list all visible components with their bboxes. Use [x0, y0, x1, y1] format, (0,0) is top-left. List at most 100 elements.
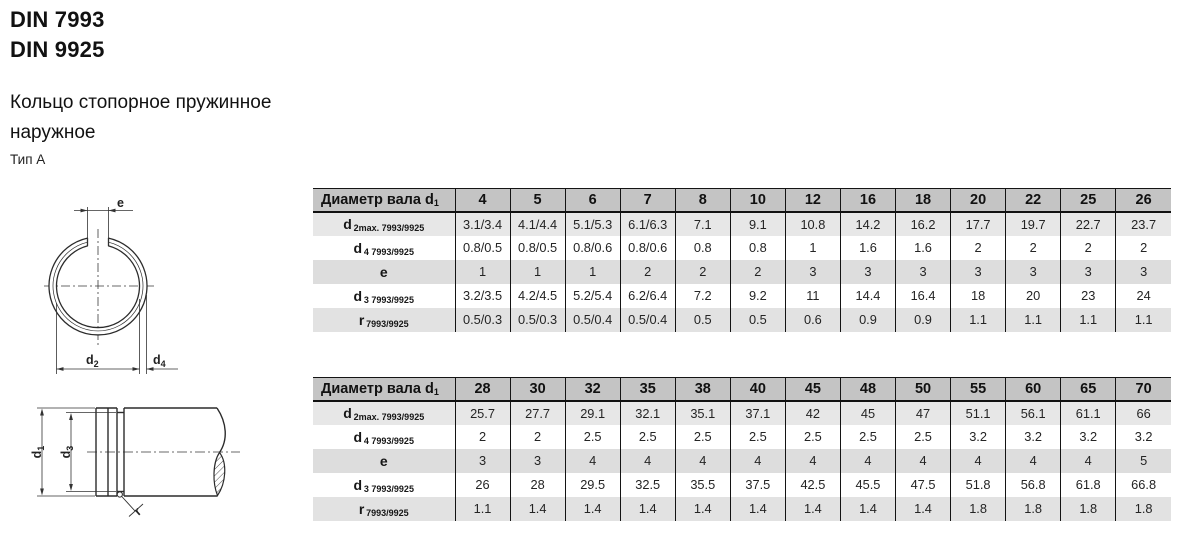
table-cell: 3 [895, 259, 952, 284]
table-cell: 51.8 [950, 472, 1007, 497]
table-cell: 2.5 [730, 424, 786, 449]
groove-radius-mark [116, 491, 123, 498]
table-cell: 1 [785, 235, 841, 260]
row-label: d 2max. 7993/9925 [313, 400, 456, 425]
table-cell: 1.4 [510, 496, 566, 521]
table-cell: 2 [730, 259, 786, 284]
table-cell: 2 [455, 424, 511, 449]
ring-mid-line [52, 241, 144, 332]
table-cell: 3.1/3.4 [455, 211, 511, 236]
table-header-row: Диаметр вала d1 4 5 6 7 8 10 12 16 18 20 22 25 26 [313, 188, 1171, 213]
table-cell: 1 [455, 259, 511, 284]
gap-e-label: e [117, 196, 124, 210]
table-cell: 4 [730, 448, 786, 473]
table-cell: 0.5/0.4 [565, 307, 621, 332]
table-cell: 7.1 [675, 211, 731, 236]
table-cell: 2.5 [620, 424, 676, 449]
table-cell: 32.1 [620, 400, 676, 425]
ring-drawing: e d2 d4 [44, 196, 178, 374]
table-cell: 29.5 [565, 472, 621, 497]
table-cell: 1.1 [1134, 312, 1153, 327]
d3-label: d3 [59, 446, 75, 459]
table-cell: 1.4 [785, 496, 841, 521]
column-header-diameter: 22 [1005, 188, 1062, 213]
table-cell: 1.6 [895, 235, 952, 260]
standard-din-9925: DIN 9925 [10, 37, 105, 62]
table-cell: 3 [950, 259, 1007, 284]
column-header-diameter: 16 [840, 188, 897, 213]
column-header-diameter: 10 [730, 188, 786, 213]
table-cell: 5 [1140, 453, 1148, 468]
table-cell: 3 [1060, 259, 1117, 284]
column-header-diameter: 50 [895, 377, 952, 402]
table-cell: 35.1 [675, 400, 731, 425]
d3-arrow-top [69, 413, 73, 420]
column-header-diameter: 5 [510, 188, 566, 213]
table-row: d 4 7993/9925 0.8/0.5 0.8/0.5 0.8/0.6 0.8/0.… [313, 235, 1171, 260]
table-cell: 47 [895, 400, 952, 425]
product-title-line1: Кольцо стопорное пружинное [10, 92, 272, 113]
table-cell: 18 [950, 283, 1007, 308]
table-cell: 3 [455, 448, 511, 473]
column-header-diameter: 28 [455, 377, 511, 402]
table-corner-label: Диаметр вала d1 [313, 188, 456, 213]
column-header-diameter: 12 [785, 188, 841, 213]
table-cell: 3.2 [1134, 429, 1153, 444]
table-cell: 6.2/6.4 [620, 283, 676, 308]
column-header-diameter: 32 [565, 377, 621, 402]
table-cell: 5.2/5.4 [565, 283, 621, 308]
table-cell: 23 [1060, 283, 1117, 308]
table-cell: 0.5/0.4 [620, 307, 676, 332]
table-cell: 11 [785, 283, 841, 308]
table-cell: 1 [565, 259, 621, 284]
table-cell: 4 [620, 448, 676, 473]
table-row: d 3 7993/9925 26 28 29.5 32.5 35.5 37.5 42.5 45.… [313, 472, 1171, 497]
column-header-diameter: 7 [620, 188, 676, 213]
column-header-diameter: 4 [455, 188, 511, 213]
radius-leader [121, 496, 144, 517]
table-cell: 26 [455, 472, 511, 497]
dia-dim-lines [56, 295, 178, 374]
table-cell: 14.4 [840, 283, 897, 308]
table-cell: 2.5 [565, 424, 621, 449]
table-cell: 1.1 [950, 307, 1007, 332]
table-cell: 4 [565, 448, 621, 473]
row-label: d 2max. 7993/9925 [313, 211, 456, 236]
type-label: Тип А [10, 152, 46, 167]
table-cell: 32.5 [620, 472, 676, 497]
table-cell: 19.7 [1005, 211, 1062, 236]
table-cell: 2 [1140, 240, 1148, 255]
table-cell: 0.8 [730, 235, 786, 260]
column-header-diameter: 18 [895, 188, 952, 213]
table-cell: 0.9 [895, 307, 952, 332]
table-cell: 1.8 [950, 496, 1007, 521]
column-header-diameter: 25 [1060, 188, 1117, 213]
column-header-diameter: 35 [620, 377, 676, 402]
table-cell: 2 [620, 259, 676, 284]
d1-arrow-top [40, 408, 44, 416]
table-cell: 45 [840, 400, 897, 425]
table-cell: 27.7 [510, 400, 566, 425]
product-title-line2: наружное [10, 122, 96, 143]
d3-dim-lines [66, 412, 116, 492]
table-cell: 61.1 [1060, 400, 1117, 425]
column-header-diameter: 55 [950, 377, 1007, 402]
table-cell: 0.8/0.5 [510, 235, 566, 260]
table-cell: 0.6 [785, 307, 841, 332]
table-corner-label: Диаметр вала d1 [313, 377, 456, 402]
table-cell: 4 [1005, 448, 1062, 473]
radius-label: r [131, 504, 144, 518]
table-cell: 2 [1005, 235, 1062, 260]
table-cell: 2 [675, 259, 731, 284]
table-cell: 0.5/0.3 [510, 307, 566, 332]
ring-outline [48, 237, 148, 336]
column-header-diameter: 6 [565, 188, 621, 213]
table-cell: 0.5/0.3 [455, 307, 511, 332]
table-cell: 3.2 [1005, 424, 1062, 449]
column-header-diameter: 20 [950, 188, 1007, 213]
table-cell: 3 [1140, 264, 1148, 279]
table-cell: 0.5 [675, 307, 731, 332]
